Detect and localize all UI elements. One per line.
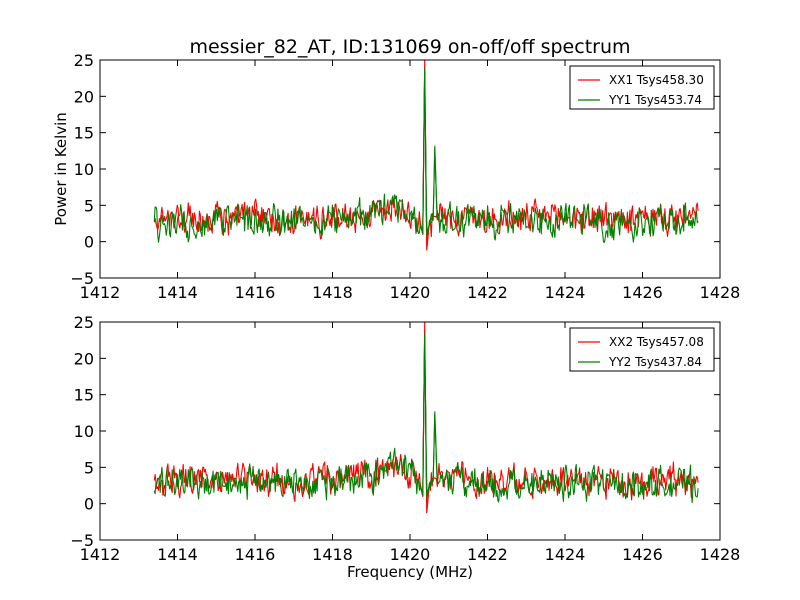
- chart-title: messier_82_AT, ID:131069 on-off/off spec…: [189, 36, 630, 58]
- legend-label: XX1 Tsys458.30: [609, 73, 704, 87]
- x-tick-label: 1424: [545, 545, 586, 564]
- series-peak-yy: [419, 332, 438, 498]
- x-tick-label: 1416: [235, 283, 276, 302]
- legend-label: XX2 Tsys457.08: [609, 335, 704, 349]
- top-spectrum-panel: 1412 1414 1416 1418 1420 1422 1424 1426 1428 −5 0 5…: [70, 51, 740, 302]
- x-tick-label: 1414: [157, 283, 198, 302]
- y-tick-label: 25: [74, 51, 94, 70]
- y-tick-label: 5: [84, 196, 94, 215]
- y-tick-label: 15: [74, 386, 94, 405]
- x-tick-label: 1418: [312, 283, 353, 302]
- x-tick-label: 1428: [700, 283, 741, 302]
- x-tick-label: 1424: [545, 283, 586, 302]
- y-tick-label: 15: [74, 124, 94, 143]
- legend: XX1 Tsys458.30 YY1 Tsys453.74: [569, 65, 715, 110]
- y-tick-label: 20: [74, 349, 94, 368]
- x-tick-label: 1414: [157, 545, 198, 564]
- y-tick-label: 10: [74, 160, 94, 179]
- x-tick-label: 1412: [80, 283, 121, 302]
- y-tick-label: 0: [84, 495, 94, 514]
- x-tick-label: 1426: [622, 283, 663, 302]
- x-tick-label: 1428: [700, 545, 741, 564]
- x-tick-label: 1426: [622, 545, 663, 564]
- x-axis-label: Frequency (MHz): [347, 563, 473, 581]
- x-tick-label: 1420: [390, 283, 431, 302]
- y-tick-label: 10: [74, 422, 94, 441]
- legend-label: YY1 Tsys453.74: [608, 93, 702, 107]
- series-peak-yy: [419, 67, 438, 237]
- y-tick-label: −5: [70, 531, 94, 550]
- legend-label: YY2 Tsys437.84: [608, 355, 702, 369]
- y-tick-label: 0: [84, 233, 94, 252]
- bottom-spectrum-panel: 1412 1414 1416 1418 1420 1422 1424 1426 1428 −5 0 5…: [70, 313, 740, 564]
- y-tick-label: 25: [74, 313, 94, 332]
- legend: XX2 Tsys457.08 YY2 Tsys437.84: [569, 327, 715, 372]
- y-axis-label: Power in Kelvin: [52, 112, 70, 226]
- y-tick-label: −5: [70, 269, 94, 288]
- x-tick-label: 1412: [80, 545, 121, 564]
- x-tick-label: 1416: [235, 545, 276, 564]
- y-tick-label: 5: [84, 458, 94, 477]
- x-tick-label: 1422: [467, 545, 508, 564]
- x-tick-label: 1422: [467, 283, 508, 302]
- y-tick-label: 20: [74, 87, 94, 106]
- x-tick-label: 1418: [312, 545, 353, 564]
- x-tick-label: 1420: [390, 545, 431, 564]
